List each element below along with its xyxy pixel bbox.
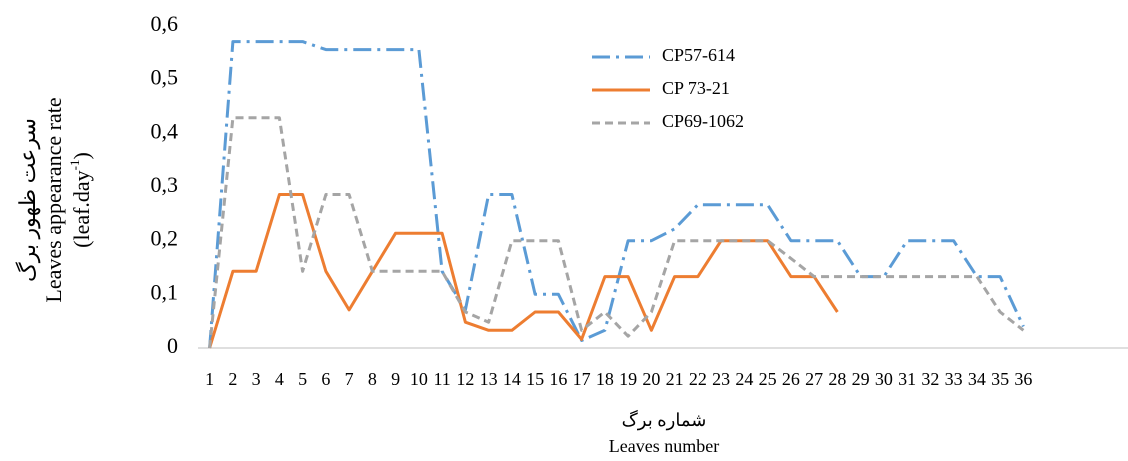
unit-base: (leaf.day (69, 170, 94, 248)
x-tick-label: 28 (828, 369, 846, 389)
x-tick-label: 31 (898, 369, 916, 389)
y-tick-label: 0,5 (151, 65, 179, 90)
x-axis-title-fa: شماره برگ (622, 409, 707, 431)
x-tick-label: 25 (759, 369, 777, 389)
series-line (208, 116, 1025, 349)
x-tick-label: 21 (666, 369, 684, 389)
x-tick-label: 6 (321, 369, 330, 389)
y-tick-label: 0 (167, 333, 178, 358)
x-axis-title: Leaves number (609, 436, 719, 456)
x-tick-label: 4 (275, 369, 284, 389)
y-tick-label: 0,3 (151, 172, 179, 197)
x-tick-label: 29 (852, 369, 870, 389)
x-tick-label: 15 (526, 369, 544, 389)
x-tick-label: 23 (712, 369, 730, 389)
x-tick-label: 35 (991, 369, 1009, 389)
x-tick-label: 11 (433, 369, 450, 389)
x-tick-label: 16 (549, 369, 567, 389)
x-tick-label: 13 (480, 369, 498, 389)
x-tick-label: 7 (345, 369, 354, 389)
x-tick-label: 2 (228, 369, 237, 389)
y-axis-title-fa: سرعت ظهور برگ (15, 118, 41, 282)
x-tick-label: 34 (968, 369, 986, 389)
x-tick-label: 12 (456, 369, 474, 389)
x-tick-label: 24 (735, 369, 753, 389)
x-tick-label: 9 (391, 369, 400, 389)
y-axis-title: Leaves appearance rate (41, 97, 66, 302)
y-tick-label: 0,1 (151, 279, 179, 304)
x-tick-label: 22 (689, 369, 707, 389)
y-tick-label: 0,6 (151, 11, 179, 36)
unit-sup: -1 (67, 159, 82, 170)
unit-close: ) (69, 152, 94, 159)
x-tick-label: 5 (298, 369, 307, 389)
x-tick-label: 3 (252, 369, 261, 389)
legend-label: CP57-614 (662, 45, 735, 65)
x-tick-label: 20 (642, 369, 660, 389)
x-tick-label: 10 (410, 369, 428, 389)
legend-label: CP 73-21 (662, 78, 730, 98)
x-tick-label: 8 (368, 369, 377, 389)
x-tick-label: 32 (921, 369, 939, 389)
x-tick-label: 1 (205, 369, 214, 389)
x-tick-label: 33 (945, 369, 963, 389)
x-tick-label: 14 (503, 369, 521, 389)
x-tick-label: 36 (1014, 369, 1032, 389)
y-tick-label: 0,4 (151, 118, 179, 143)
y-tick-label: 0,2 (151, 226, 179, 251)
x-tick-label: 26 (782, 369, 800, 389)
x-tick-label: 18 (596, 369, 614, 389)
x-tick-label: 30 (875, 369, 893, 389)
legend-label: CP69-1062 (662, 111, 744, 131)
y-axis-unit: (leaf.day-1) (67, 152, 94, 248)
x-tick-label: 27 (805, 369, 823, 389)
x-tick-label: 17 (573, 369, 591, 389)
x-tick-label: 19 (619, 369, 637, 389)
series-line (208, 40, 1025, 349)
